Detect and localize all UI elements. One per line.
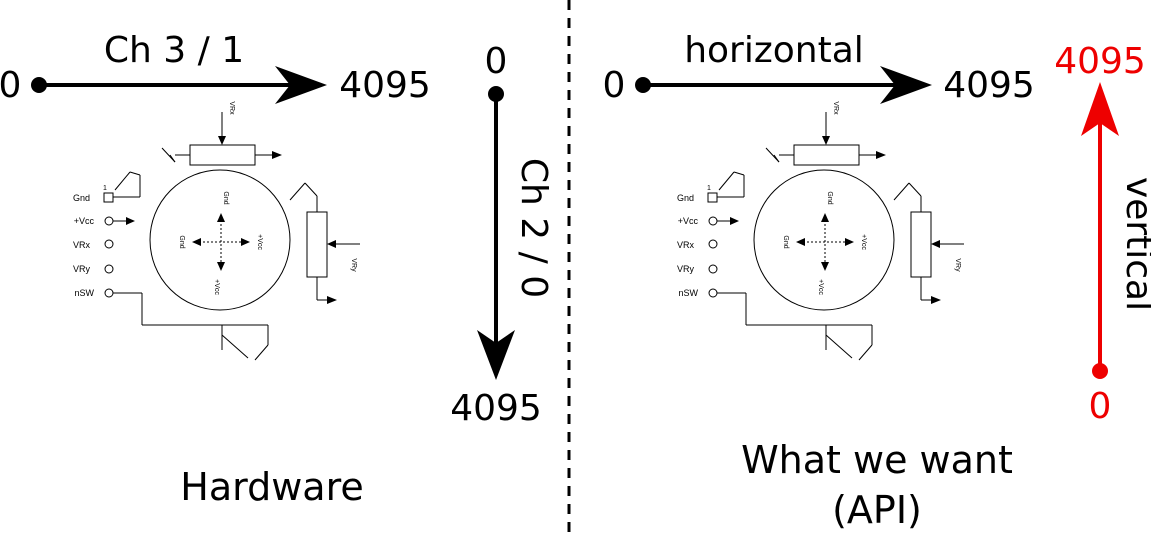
right-v-axis-min: 0 — [1089, 386, 1112, 427]
right-h-axis-max: 4095 — [943, 65, 1035, 106]
left-h-axis-label: Ch 3 / 1 — [104, 30, 244, 71]
arrowhead-down — [477, 330, 515, 380]
right-horizontal-axis: horizontal 0 4095 — [603, 30, 1035, 106]
right-caption-line1: What we want — [741, 438, 1013, 482]
joystick-schematic-hardware — [72, 100, 361, 361]
left-v-axis-label: Ch 2 / 0 — [513, 158, 554, 298]
left-horizontal-axis: Ch 3 / 1 0 4095 — [0, 30, 431, 106]
arrowhead-right — [880, 66, 932, 104]
right-caption-line2: (API) — [832, 488, 922, 532]
arrowhead-up — [1081, 82, 1119, 136]
left-h-axis-max: 4095 — [339, 65, 431, 106]
left-caption: Hardware — [180, 465, 363, 509]
right-v-axis-label: vertical — [1118, 177, 1151, 311]
right-v-axis-max: 4095 — [1054, 41, 1146, 82]
right-h-axis-label: horizontal — [684, 30, 864, 71]
joystick-schematic-api — [676, 100, 965, 361]
left-vertical-axis: 0 4095 Ch 2 / 0 — [450, 41, 554, 429]
left-v-axis-max: 4095 — [450, 388, 542, 429]
right-vertical-axis: 4095 0 vertical — [1054, 41, 1151, 427]
right-panel: horizontal 0 4095 4095 0 vertical What w… — [603, 30, 1151, 532]
left-v-axis-min: 0 — [485, 41, 508, 82]
left-h-axis-min: 0 — [0, 65, 21, 106]
arrowhead-right — [275, 66, 327, 104]
right-h-axis-min: 0 — [603, 65, 626, 106]
left-panel: Ch 3 / 1 0 4095 0 4095 Ch 2 / 0 Hardware — [0, 30, 554, 509]
